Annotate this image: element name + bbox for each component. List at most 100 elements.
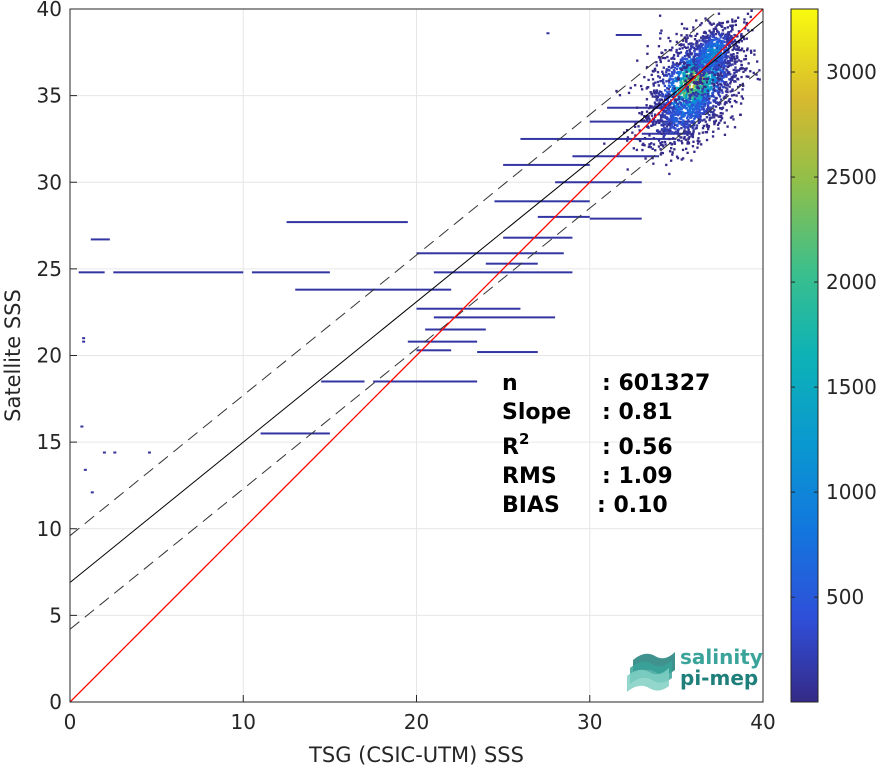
density-streak xyxy=(425,328,486,331)
density-cell xyxy=(659,107,662,110)
density-cell xyxy=(739,83,742,87)
density-cell xyxy=(670,57,673,60)
density-cell xyxy=(672,84,676,88)
density-cell xyxy=(724,56,728,59)
density-cell xyxy=(750,9,753,12)
density-cell xyxy=(706,80,710,84)
density-cell xyxy=(681,142,684,145)
density-cell xyxy=(746,48,749,52)
density-cell xyxy=(685,49,689,53)
stat-value-bias: : 0.10 xyxy=(597,493,668,518)
density-cell xyxy=(661,113,664,117)
density-cell xyxy=(703,82,706,85)
density-cell xyxy=(677,72,681,76)
density-streak xyxy=(503,163,590,166)
density-cell xyxy=(665,125,669,128)
density-cell xyxy=(673,142,677,145)
density-cell xyxy=(708,80,712,83)
density-cell xyxy=(731,18,734,21)
density-cell xyxy=(692,140,695,143)
density-cell xyxy=(646,44,649,48)
density-cell xyxy=(717,80,720,83)
density-cell xyxy=(713,60,716,63)
density-cell xyxy=(708,57,712,60)
density-cell xyxy=(654,81,657,84)
density-cell xyxy=(685,58,689,61)
density-cell xyxy=(712,22,715,25)
density-cell xyxy=(669,101,672,104)
density-cell xyxy=(686,36,689,39)
density-cell xyxy=(688,88,692,91)
density-cell xyxy=(685,120,689,123)
density-cell xyxy=(666,98,669,102)
density-cell xyxy=(670,83,674,87)
density-cell xyxy=(686,99,689,102)
density-cell xyxy=(661,151,664,155)
density-cell xyxy=(705,45,708,48)
density-cell xyxy=(668,122,672,125)
density-cell xyxy=(661,72,665,75)
density-cell xyxy=(711,47,714,50)
density-cell xyxy=(665,116,669,119)
density-cell xyxy=(686,88,689,91)
density-cell xyxy=(650,142,653,145)
density-cell xyxy=(642,119,646,122)
density-cell xyxy=(627,91,631,95)
density-cell xyxy=(708,37,712,41)
density-cell xyxy=(708,68,711,72)
density-cell xyxy=(731,77,734,80)
density-cell xyxy=(666,90,669,94)
density-cell xyxy=(713,77,716,80)
density-cell xyxy=(662,115,666,119)
density-cell xyxy=(729,80,733,83)
density-cell xyxy=(696,113,700,116)
density-cell xyxy=(711,82,714,85)
density-cell xyxy=(711,52,715,55)
density-cell xyxy=(665,74,669,77)
density-cell xyxy=(730,105,734,108)
density-cell xyxy=(700,108,703,111)
density-cell xyxy=(675,79,679,83)
density-cell xyxy=(711,94,715,97)
density-cell xyxy=(706,93,709,96)
density-cell xyxy=(658,14,662,17)
density-cell xyxy=(737,91,740,95)
density-cell xyxy=(723,81,726,84)
density-cell xyxy=(684,104,687,108)
density-cell xyxy=(733,126,737,129)
density-cell xyxy=(731,20,734,23)
density-cell xyxy=(718,90,721,94)
density-cell xyxy=(745,21,749,25)
density-cell xyxy=(717,12,721,15)
density-cell xyxy=(714,57,718,60)
density-cell xyxy=(719,111,722,115)
density-cell xyxy=(710,39,713,43)
density-cell xyxy=(735,101,738,104)
density-cell xyxy=(728,85,731,88)
density-cell xyxy=(688,69,692,72)
density-cell xyxy=(731,89,734,93)
density-cell xyxy=(683,72,686,75)
density-cell xyxy=(681,98,684,101)
density-point xyxy=(113,451,117,454)
density-cell xyxy=(645,98,649,101)
density-cell xyxy=(631,131,634,134)
density-cell xyxy=(683,114,686,117)
density-streak xyxy=(589,217,642,220)
density-cell xyxy=(654,103,657,106)
density-cell xyxy=(687,124,691,128)
density-cell xyxy=(668,150,672,153)
density-cell xyxy=(680,116,683,120)
density-cell xyxy=(701,39,704,42)
density-cell xyxy=(747,62,750,65)
density-cell xyxy=(685,65,689,69)
density-cell xyxy=(698,96,701,99)
density-cell xyxy=(708,65,711,69)
density-cell xyxy=(652,143,656,146)
density-cell xyxy=(716,59,720,62)
density-cell xyxy=(698,120,702,123)
density-cell xyxy=(712,55,716,58)
logo-text-pi-mep: pi-mep xyxy=(680,666,758,690)
density-cell xyxy=(677,134,680,137)
density-cell xyxy=(723,71,726,74)
